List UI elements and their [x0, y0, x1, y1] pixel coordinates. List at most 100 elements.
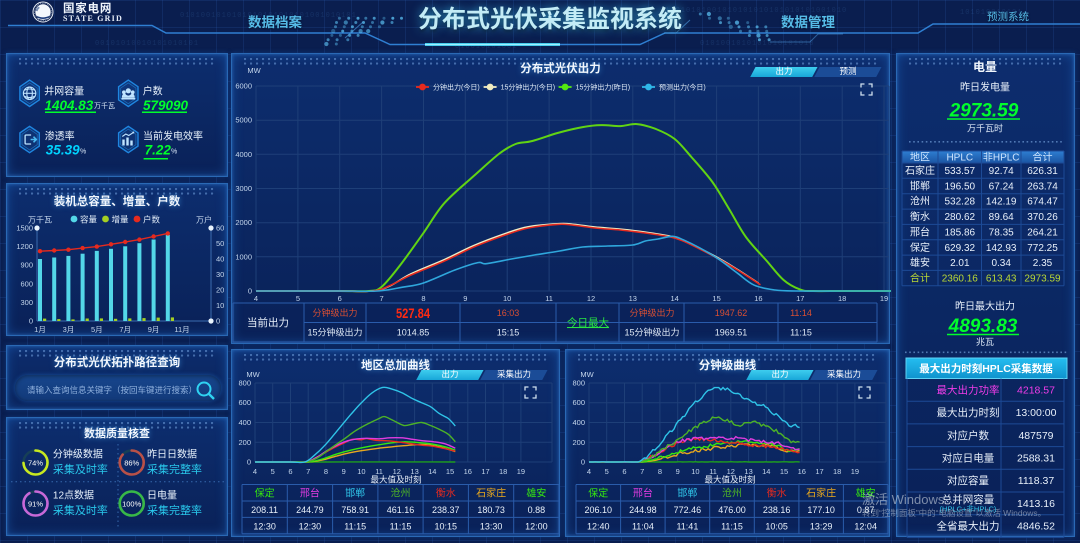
svg-text:邢台: 邢台: [633, 487, 653, 500]
svg-text:629.32: 629.32: [945, 243, 976, 254]
svg-text:2973.59: 2973.59: [1024, 273, 1061, 284]
svg-text:13:00:00: 13:00:00: [1016, 407, 1057, 419]
svg-text:18: 18: [838, 294, 846, 303]
svg-text:89.64: 89.64: [989, 212, 1014, 223]
svg-text:2.35: 2.35: [1033, 258, 1053, 269]
svg-text:万千瓦: 万千瓦: [94, 101, 115, 111]
svg-text:日电量: 日电量: [147, 487, 177, 502]
svg-text:12点数据: 12点数据: [53, 487, 94, 502]
svg-text:17: 17: [815, 467, 823, 476]
svg-text:264.21: 264.21: [1027, 227, 1058, 238]
svg-text:总并网容量: 总并网容量: [942, 492, 995, 507]
svg-text:16: 16: [464, 467, 472, 476]
svg-text:17: 17: [796, 294, 804, 303]
svg-text:15:15: 15:15: [497, 328, 520, 338]
svg-text:对应日电量: 对应日电量: [942, 451, 995, 466]
svg-text:万千瓦: 万千瓦: [28, 215, 52, 226]
svg-text:0.87: 0.87: [857, 505, 875, 515]
svg-text:13:30: 13:30: [480, 522, 503, 532]
svg-text:30: 30: [216, 270, 224, 279]
svg-text:10: 10: [503, 294, 511, 303]
svg-text:18: 18: [499, 467, 507, 476]
svg-text:1118.37: 1118.37: [1018, 475, 1055, 487]
svg-text:兆瓦: 兆瓦: [976, 335, 994, 348]
svg-text:800: 800: [238, 379, 251, 388]
svg-text:35.39: 35.39: [46, 143, 80, 158]
svg-text:238.37: 238.37: [432, 505, 460, 515]
svg-text:400: 400: [238, 418, 251, 427]
svg-text:4: 4: [254, 294, 258, 303]
svg-text:50: 50: [216, 239, 224, 248]
svg-text:2.01: 2.01: [950, 258, 970, 269]
svg-text:最大出力时刻: 最大出力时刻: [937, 405, 1000, 420]
svg-text:532.28: 532.28: [945, 197, 976, 208]
svg-text:3000: 3000: [235, 184, 252, 193]
svg-text:采集完整率: 采集完整率: [147, 502, 202, 518]
svg-text:1969.51: 1969.51: [715, 328, 748, 338]
svg-text:沧州: 沧州: [910, 195, 930, 208]
svg-text:1413.16: 1413.16: [1017, 498, 1055, 510]
svg-text:1000: 1000: [235, 252, 252, 261]
svg-text:邯郸: 邯郸: [910, 179, 930, 192]
svg-text:11: 11: [375, 467, 383, 476]
svg-text:2360.16: 2360.16: [942, 273, 979, 284]
svg-text:万户: 万户: [196, 215, 212, 226]
svg-text:18: 18: [833, 467, 841, 476]
svg-text:10:15: 10:15: [435, 522, 458, 532]
svg-text:280.62: 280.62: [945, 212, 976, 223]
svg-text:14: 14: [762, 467, 770, 476]
svg-text:2973.59: 2973.59: [949, 101, 1019, 122]
svg-text:4: 4: [587, 467, 591, 476]
svg-text:476.00: 476.00: [718, 505, 746, 515]
svg-text:8: 8: [421, 294, 425, 303]
svg-text:石家庄: 石家庄: [905, 164, 935, 177]
svg-text:采集及时率: 采集及时率: [53, 502, 108, 518]
svg-text:12: 12: [587, 294, 595, 303]
svg-text:14: 14: [428, 467, 436, 476]
svg-text:11月: 11月: [174, 325, 189, 334]
svg-text:9: 9: [676, 467, 680, 476]
svg-text:户数: 户数: [143, 214, 161, 226]
svg-text:8: 8: [658, 467, 662, 476]
svg-text:800: 800: [572, 379, 585, 388]
svg-text:9: 9: [463, 294, 467, 303]
svg-text:177.10: 177.10: [807, 505, 835, 515]
svg-text:13:29: 13:29: [810, 522, 833, 532]
svg-text:12:30: 12:30: [299, 522, 322, 532]
svg-text:衡水: 衡水: [436, 488, 456, 500]
svg-text:6: 6: [622, 467, 626, 476]
svg-text:%: %: [171, 147, 177, 157]
svg-text:142.19: 142.19: [986, 197, 1017, 208]
svg-text:8: 8: [324, 467, 328, 476]
svg-text:沧州: 沧州: [722, 487, 742, 500]
svg-text:200: 200: [572, 438, 585, 447]
svg-text:石家庄: 石家庄: [806, 487, 836, 500]
svg-text:12:04: 12:04: [854, 522, 877, 532]
svg-text:196.50: 196.50: [945, 181, 976, 192]
svg-text:昨日最大出力: 昨日最大出力: [955, 298, 1015, 313]
svg-text:电量: 电量: [973, 58, 997, 75]
svg-text:533.57: 533.57: [945, 166, 976, 177]
svg-text:0: 0: [29, 317, 33, 326]
svg-text:预测出力(今日): 预测出力(今日): [659, 83, 706, 92]
svg-text:14: 14: [671, 294, 679, 303]
svg-text:208.11: 208.11: [251, 505, 278, 515]
svg-text:昨日日数据: 昨日日数据: [147, 446, 197, 461]
svg-text:户数: 户数: [143, 83, 163, 98]
svg-text:邯郸: 邯郸: [345, 487, 365, 500]
svg-text:600: 600: [20, 279, 33, 288]
svg-text:7: 7: [306, 467, 310, 476]
svg-text:16:03: 16:03: [497, 308, 520, 318]
svg-text:0: 0: [248, 287, 252, 296]
svg-text:78.35: 78.35: [989, 227, 1014, 238]
svg-text:雄安: 雄安: [856, 487, 876, 500]
svg-text:19: 19: [851, 467, 859, 476]
svg-text:15分钟级出力: 15分钟级出力: [624, 327, 679, 338]
svg-text:1500: 1500: [16, 224, 33, 233]
svg-text:5: 5: [605, 467, 609, 476]
svg-text:4846.52: 4846.52: [1017, 521, 1055, 533]
svg-text:370.26: 370.26: [1027, 212, 1058, 223]
svg-text:60: 60: [216, 224, 224, 233]
svg-text:5000: 5000: [235, 116, 252, 125]
svg-text:772.46: 772.46: [674, 505, 702, 515]
